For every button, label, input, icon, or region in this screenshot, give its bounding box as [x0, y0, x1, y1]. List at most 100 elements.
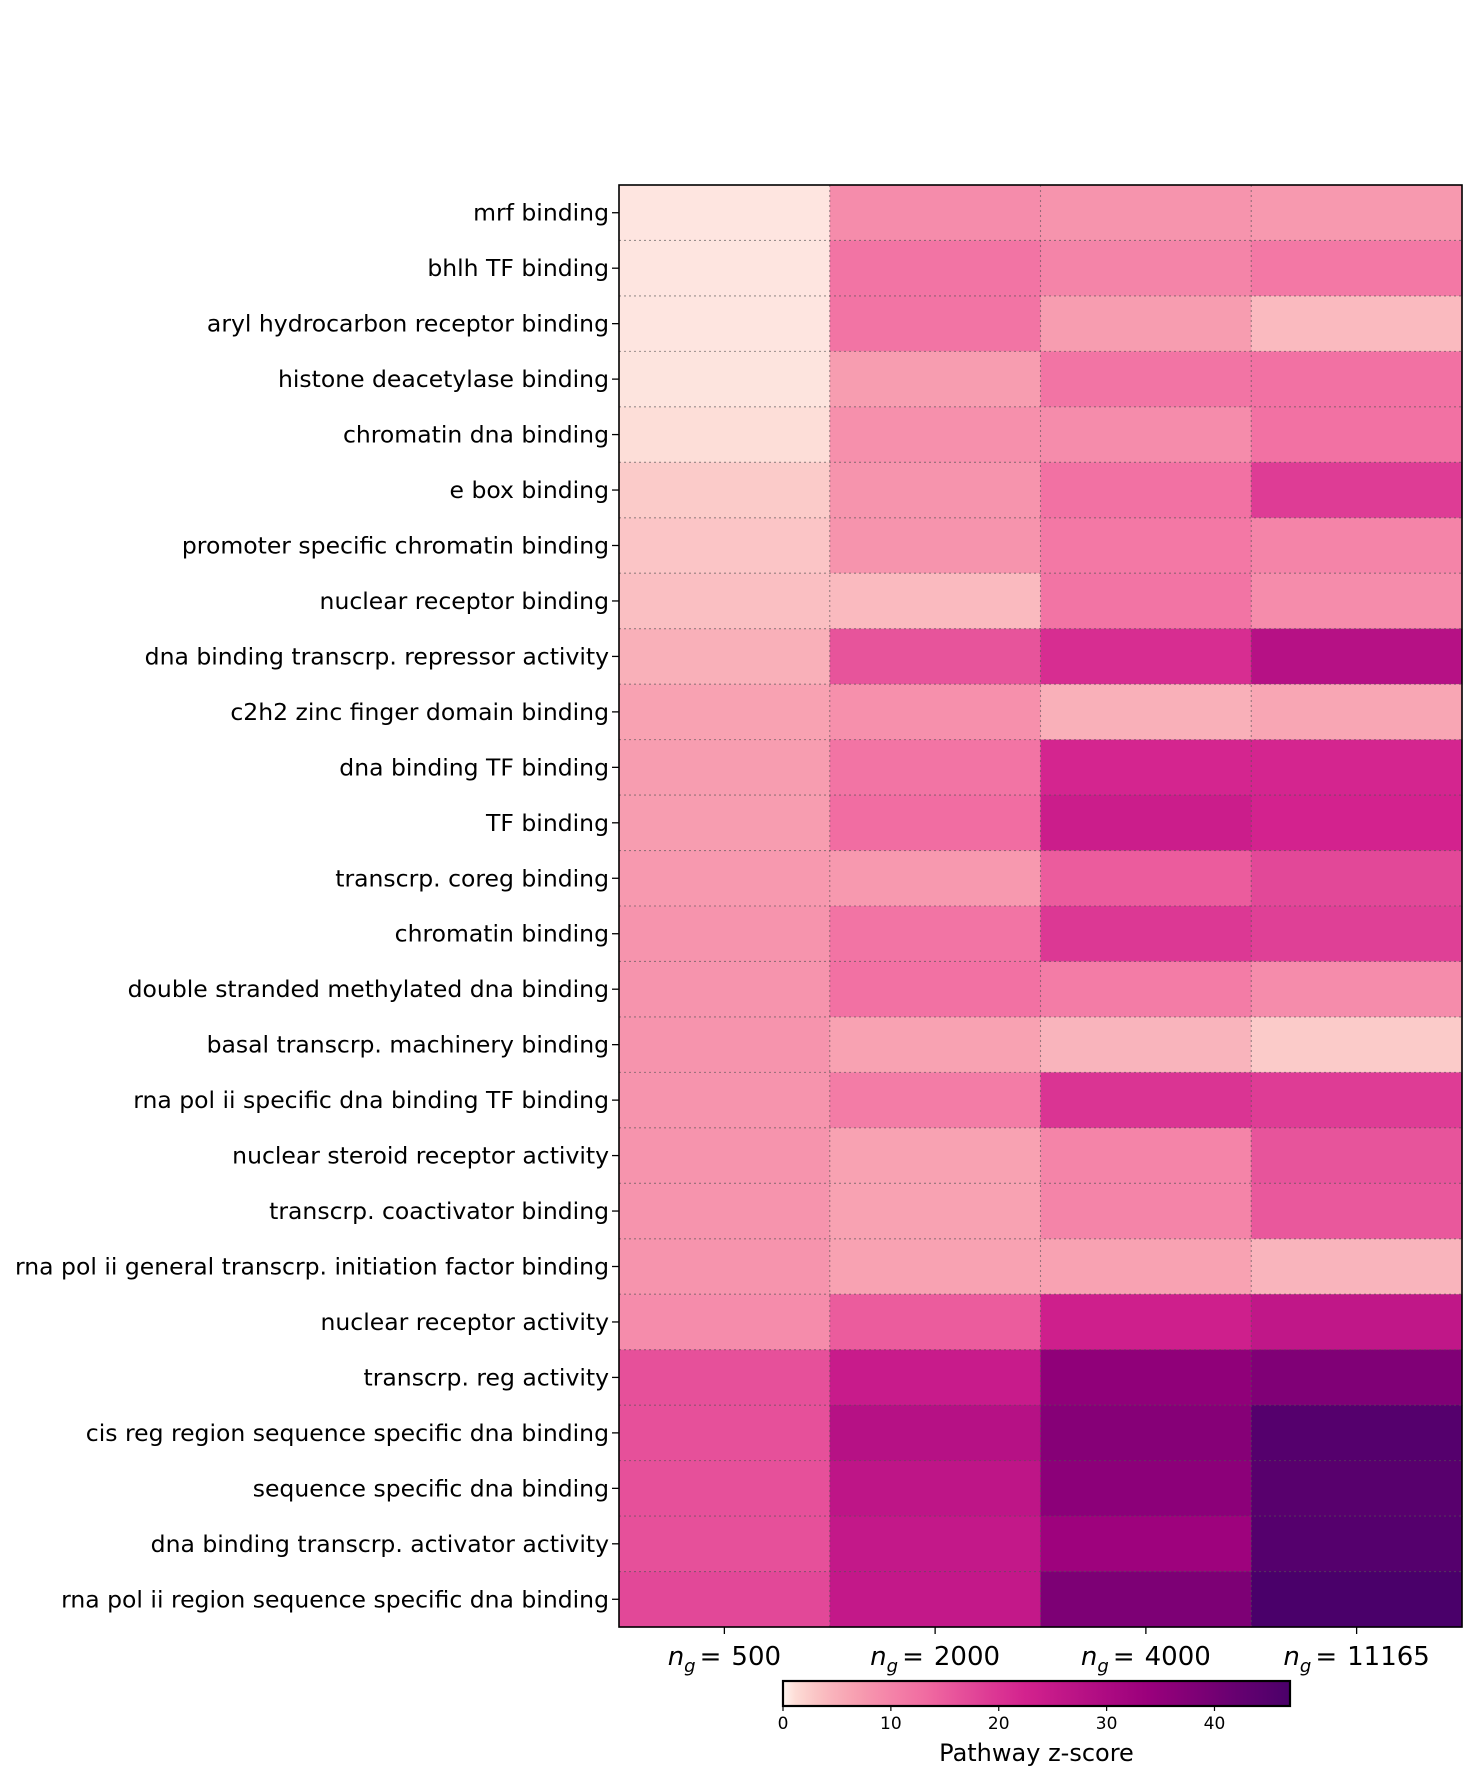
heatmap-cell	[1040, 739, 1252, 796]
heatmap-cell	[829, 739, 1042, 796]
row-label: e box binding	[450, 476, 609, 504]
colorbar-label: Pathway z-score	[939, 1739, 1134, 1766]
row-label: c2h2 zinc finger domain binding	[230, 698, 609, 726]
heatmap-cell	[829, 517, 1042, 574]
heatmap-cell	[1040, 1516, 1252, 1573]
heatmap-cell	[619, 573, 831, 630]
row-label: sequence specific dna binding	[253, 1474, 609, 1502]
row-label: chromatin binding	[395, 920, 609, 948]
heatmap-cell	[829, 961, 1042, 1018]
heatmap-cell	[1251, 1127, 1463, 1184]
heatmap-cell	[619, 795, 831, 852]
heatmap-cell	[1251, 240, 1463, 297]
row-label: transcrp. coactivator binding	[269, 1197, 609, 1225]
heatmap-cell	[1251, 295, 1463, 352]
heatmap-cell	[619, 1238, 831, 1295]
row-label: dna binding transcrp. repressor activity	[145, 642, 609, 670]
row-label: transcrp. reg activity	[364, 1363, 610, 1391]
colorbar-tick-label: 30	[1096, 1714, 1118, 1734]
heatmap-cell	[829, 1571, 1042, 1628]
heatmap-cell	[619, 1571, 831, 1628]
heatmap-cell	[1040, 295, 1252, 352]
heatmap-cell	[1040, 684, 1252, 741]
heatmap-cell	[829, 1238, 1042, 1295]
colorbar-gradient	[781, 1679, 1292, 1708]
heatmap-cell	[829, 1294, 1042, 1351]
heatmap-cell	[619, 1183, 831, 1240]
heatmap-cell	[1251, 185, 1463, 242]
heatmap-cell	[619, 240, 831, 297]
heatmap-cell	[1251, 850, 1463, 907]
row-label: dna binding TF binding	[339, 753, 609, 781]
heatmap-cell	[829, 406, 1042, 463]
column-labels: ng = 500 ng = 2000 ng = 4000 ng = 11165	[668, 1627, 1430, 1677]
heatmap-cell	[1040, 240, 1252, 297]
heatmap-cell	[829, 1183, 1042, 1240]
heatmap-cell	[619, 850, 831, 907]
colorbar-tick-label: 0	[778, 1714, 789, 1734]
row-label: dna binding transcrp. activator activity	[151, 1530, 609, 1558]
heatmap-cell	[1251, 1294, 1463, 1351]
heatmap-cell	[829, 1405, 1042, 1462]
column-label: ng = 11165	[1283, 1642, 1429, 1677]
heatmap-cell	[619, 739, 831, 796]
heatmap-cell	[829, 295, 1042, 352]
heatmap-cell	[619, 1460, 831, 1517]
heatmap-cell	[1251, 1349, 1463, 1406]
heatmap-cell	[619, 1072, 831, 1129]
row-label: histone deacetylase binding	[278, 365, 609, 393]
row-label: double stranded methylated dna binding	[128, 975, 609, 1003]
heatmap-cell	[1040, 1460, 1252, 1517]
row-label: promoter specific chromatin binding	[182, 532, 609, 560]
heatmap-cell	[1251, 961, 1463, 1018]
heatmap-cell	[1040, 517, 1252, 574]
heatmap-cell	[619, 406, 831, 463]
heatmap-cell	[1040, 1238, 1252, 1295]
heatmap-cell	[1040, 462, 1252, 519]
heatmap-cell	[1040, 406, 1252, 463]
heatmap-cell	[1251, 1072, 1463, 1129]
heatmap-cell	[619, 684, 831, 741]
heatmap-cell	[829, 850, 1042, 907]
heatmap-cell	[829, 240, 1042, 297]
heatmap-cell	[829, 185, 1042, 242]
heatmap-cell	[1040, 906, 1252, 963]
heatmap-cell	[1251, 462, 1463, 519]
heatmap-cell	[1251, 739, 1463, 796]
heatmap-cell	[619, 961, 831, 1018]
heatmap-cell	[1040, 795, 1252, 852]
row-label: rna pol ii specific dna binding TF bindi…	[133, 1086, 609, 1114]
row-label: rna pol ii general transcrp. initiation …	[15, 1253, 609, 1281]
heatmap-cell	[619, 1016, 831, 1073]
row-label: cis reg region sequence specific dna bin…	[86, 1419, 609, 1447]
heatmap-cell	[1040, 1072, 1252, 1129]
heatmap-cell	[619, 1405, 831, 1462]
heatmap-cell	[1040, 850, 1252, 907]
heatmap-cell	[1040, 628, 1252, 685]
heatmap-cell	[1040, 1571, 1252, 1628]
heatmap-cell	[1251, 684, 1463, 741]
heatmap-cell	[1040, 1349, 1252, 1406]
heatmap-cell	[1040, 1405, 1252, 1462]
heatmap-cell	[829, 1016, 1042, 1073]
heatmap-cell	[1251, 795, 1463, 852]
heatmap-cell	[619, 1349, 831, 1406]
heatmap-cell	[829, 1072, 1042, 1129]
heatmap-cell	[619, 351, 831, 408]
row-label: aryl hydrocarbon receptor binding	[207, 310, 609, 338]
heatmap-cell	[619, 295, 831, 352]
colorbar-tick-label: 40	[1204, 1714, 1226, 1734]
heatmap-cell	[829, 573, 1042, 630]
heatmap-cell	[829, 684, 1042, 741]
heatmap-cell	[1040, 1183, 1252, 1240]
row-label: bhlh TF binding	[427, 254, 609, 282]
heatmap-cell	[619, 185, 831, 242]
heatmap-cell	[1251, 573, 1463, 630]
heatmap-cell	[1251, 1238, 1463, 1295]
heatmap-cell	[619, 462, 831, 519]
heatmap-gridlines	[619, 185, 1462, 1627]
heatmap-cell	[1040, 1294, 1252, 1351]
colorbar-tick-label: 20	[988, 1714, 1010, 1734]
heatmap-cell	[1251, 906, 1463, 963]
